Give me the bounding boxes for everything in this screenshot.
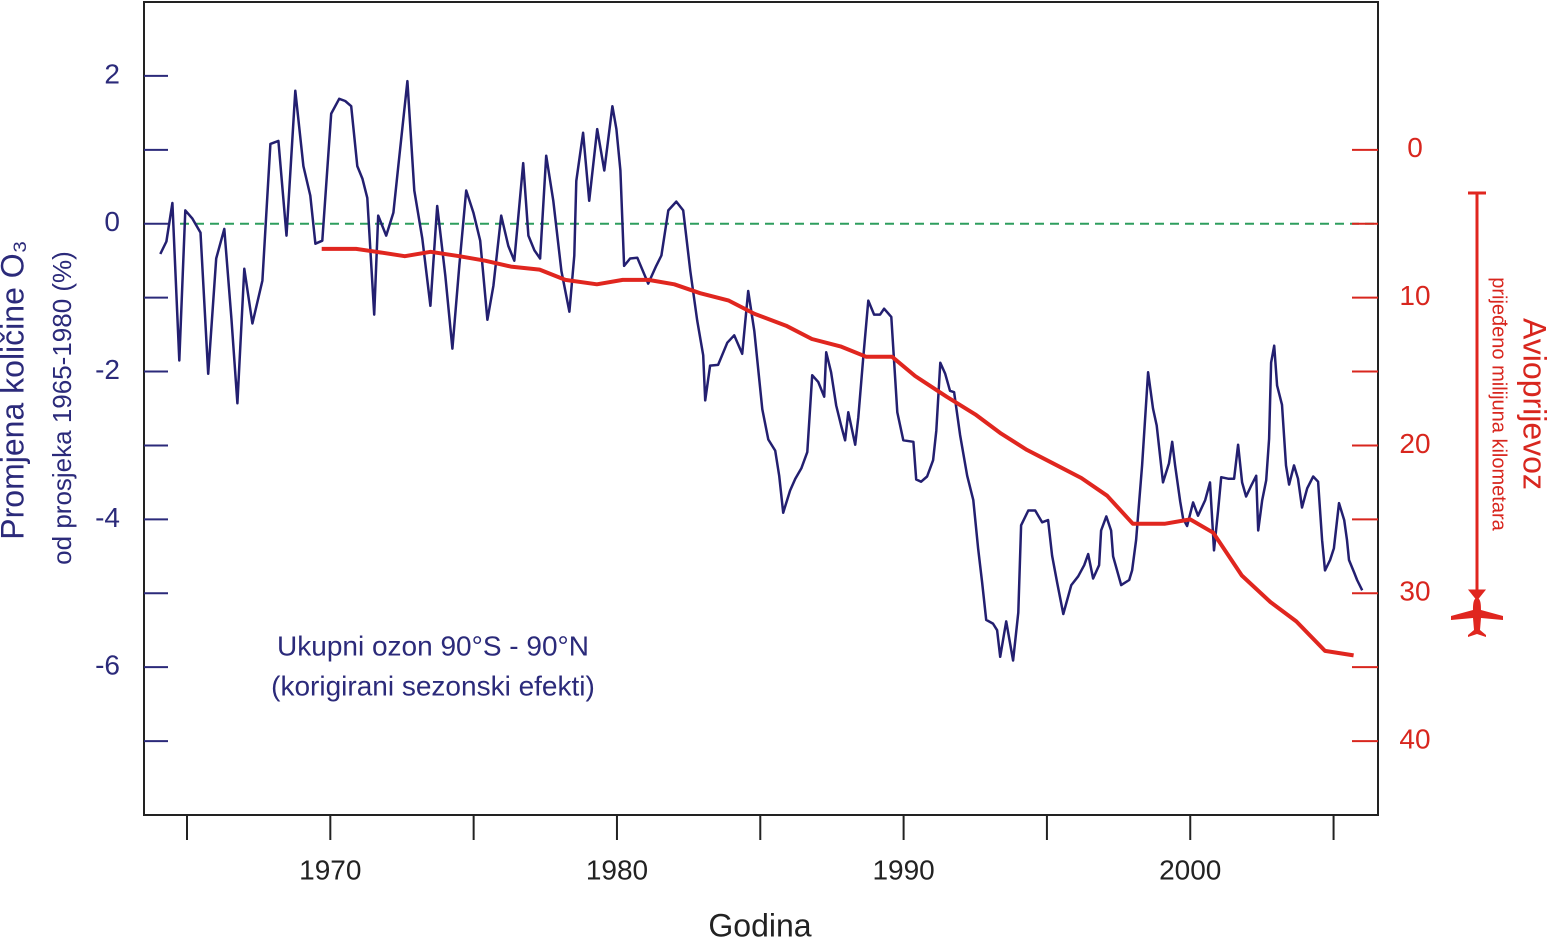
annotation: (korigirani sezonski efekti)	[271, 670, 595, 701]
x-tick-label: 1980	[586, 854, 648, 885]
y-tick-label: 0	[104, 206, 120, 237]
x-tick-label: 2000	[1159, 854, 1221, 885]
x-tick-label: 1990	[872, 854, 934, 885]
y-tick-label: -2	[95, 354, 120, 385]
y2-tick-label: 0	[1407, 132, 1423, 163]
arrow-icon	[1451, 191, 1503, 637]
x-tick-label: 1970	[299, 854, 361, 885]
y2-tick-label: 20	[1399, 428, 1430, 459]
x-axis-label: Godina	[708, 907, 811, 942]
y2-axis-label-sub: prijeđeno milijuna kilometara	[1488, 277, 1510, 531]
series-line	[321, 246, 1354, 658]
y2-tick-label: 30	[1399, 576, 1430, 607]
y-tick-label: -4	[95, 502, 120, 533]
y-axis-label-sub: od prosjeka 1965-1980 (%)	[47, 251, 77, 565]
plot-area	[159, 79, 1378, 662]
y-tick-label: -6	[95, 650, 120, 681]
annotation: Ukupni ozon 90°S - 90°N	[277, 630, 589, 661]
y2-tick-label: 40	[1399, 723, 1430, 754]
y2-tick-label: 10	[1399, 280, 1430, 311]
series-line	[159, 79, 1364, 662]
y2-axis-label: Avioprijevoz	[1517, 318, 1553, 490]
y-tick-label: 2	[104, 58, 120, 89]
y-axis-label: Promjena količine O₃	[0, 240, 30, 539]
